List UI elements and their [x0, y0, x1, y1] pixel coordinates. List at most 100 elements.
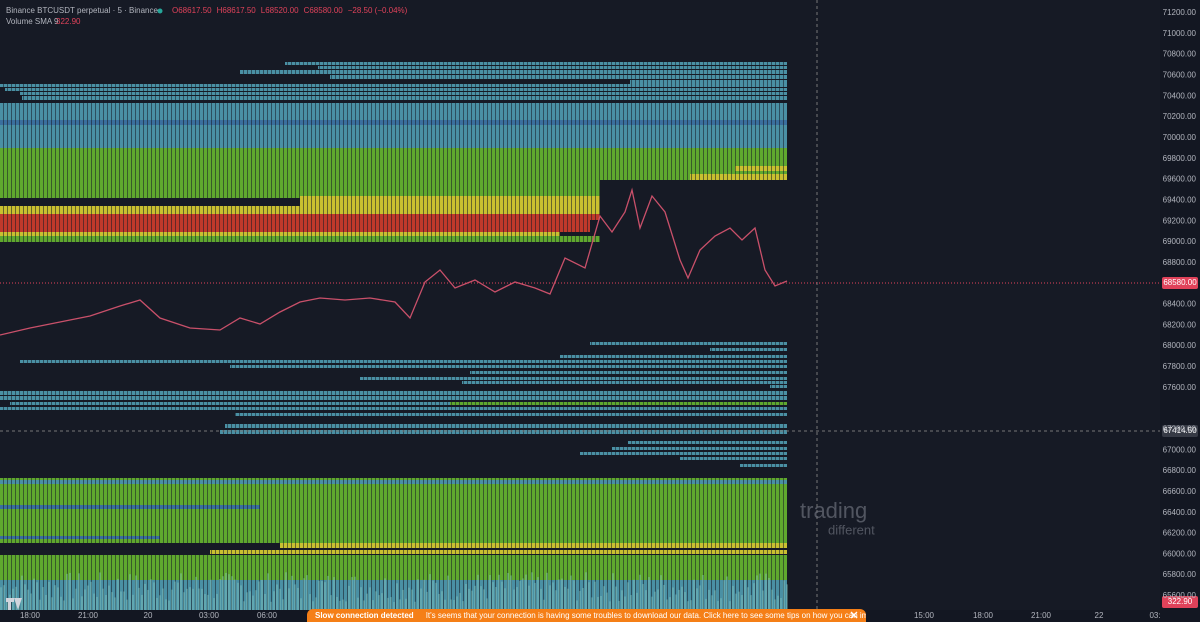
- volume-bar: [315, 597, 317, 610]
- volume-value: 322.90: [1168, 597, 1193, 606]
- volume-bar: [459, 592, 461, 610]
- volume-bar: [537, 577, 539, 610]
- volume-bar: [678, 589, 680, 610]
- volume-bar: [57, 587, 59, 610]
- price-line: [0, 187, 788, 336]
- volume-bar: [684, 592, 686, 610]
- volume-bar: [720, 598, 722, 610]
- toast[interactable]: Slow connection detected It's seems that …: [307, 609, 866, 622]
- volume-bar: [501, 581, 503, 610]
- volume-bar: [552, 582, 554, 610]
- volume-bar: [150, 579, 152, 610]
- volume-bar: [672, 587, 674, 610]
- time-label: 18:00: [973, 611, 994, 620]
- volume-bar: [738, 591, 740, 610]
- toast-close[interactable]: [850, 609, 858, 622]
- volume-bar: [432, 580, 434, 610]
- volume-bar: [759, 573, 761, 610]
- volume-bar: [114, 597, 116, 610]
- volume-bar: [573, 580, 575, 610]
- volume-bar: [306, 575, 308, 610]
- volume-bar: [219, 579, 221, 610]
- volume-bar: [561, 578, 563, 610]
- volume-bar: [312, 601, 314, 610]
- volume-bar: [297, 587, 299, 610]
- volume-bar: [159, 595, 161, 610]
- volume-bar: [726, 576, 728, 610]
- ohlc-value: −28.50 (−0.04%): [348, 6, 408, 15]
- volume-bar: [270, 601, 272, 610]
- volume-bar: [588, 582, 590, 610]
- volume-bar: [153, 582, 155, 610]
- volume-bar: [513, 589, 515, 610]
- volume-bar: [612, 573, 614, 610]
- volume-bar: [390, 597, 392, 610]
- volume-bar: [90, 581, 92, 610]
- volume-bar: [228, 574, 230, 610]
- volume-bar: [333, 577, 335, 610]
- volume-bar: [528, 585, 530, 610]
- time-label: 15:00: [914, 611, 935, 620]
- price-label: 69200.00: [1163, 216, 1197, 225]
- volume-bar: [366, 593, 368, 610]
- volume-bar: [744, 580, 746, 610]
- volume-bar: [600, 595, 602, 610]
- volume-bar: [417, 579, 419, 610]
- price-label: 66200.00: [1163, 529, 1197, 538]
- volume-bar: [597, 596, 599, 610]
- volume-bar: [579, 590, 581, 610]
- volume-bar: [414, 601, 416, 610]
- volume-bar: [534, 582, 536, 610]
- volume-bar: [591, 597, 593, 610]
- volume-bar: [681, 586, 683, 610]
- volume-bar: [636, 592, 638, 610]
- volume-bar: [330, 595, 332, 610]
- volume-bar: [162, 588, 164, 610]
- toast-title: Slow connection detected: [315, 611, 414, 620]
- volume-bar: [177, 582, 179, 610]
- volume-bar: [93, 593, 95, 610]
- volume-bar: [540, 588, 542, 610]
- volume-bar: [351, 577, 353, 610]
- volume-bar: [549, 585, 551, 610]
- volume-bar: [402, 589, 404, 610]
- volume-bar: [648, 577, 650, 610]
- volume-bar: [525, 574, 527, 610]
- volume-bar: [507, 572, 509, 610]
- volume-bar: [651, 596, 653, 610]
- volume-bar: [135, 575, 137, 610]
- volume-bar: [171, 589, 173, 610]
- volume-bar: [510, 575, 512, 610]
- volume-bar: [429, 574, 431, 610]
- price-label: 69000.00: [1163, 237, 1197, 246]
- volume-bar: [81, 596, 83, 610]
- volume-bar: [291, 575, 293, 610]
- volume-bar: [408, 587, 410, 610]
- volume-bar: [717, 601, 719, 610]
- volume-bar: [747, 587, 749, 610]
- status-dot: [157, 8, 163, 14]
- volume-bar: [72, 598, 74, 610]
- heatmap: [0, 60, 787, 610]
- volume-bar: [0, 587, 2, 610]
- volume-bar: [264, 593, 266, 610]
- volume-bar: [462, 601, 464, 610]
- volume-bar: [729, 601, 731, 610]
- volume-bar: [516, 587, 518, 610]
- volume-bar: [489, 575, 491, 610]
- volume-bar: [438, 593, 440, 610]
- price-label: 68800.00: [1163, 258, 1197, 267]
- volume-bar: [669, 597, 671, 610]
- volume-bar: [690, 600, 692, 610]
- volume-bar: [129, 574, 131, 610]
- price-label: 67800.00: [1163, 362, 1197, 371]
- volume-bar: [564, 586, 566, 610]
- volume-bar: [504, 588, 506, 610]
- volume-bar: [213, 598, 215, 610]
- volume-bar: [63, 600, 65, 610]
- price-label: 69400.00: [1163, 195, 1197, 204]
- volume-bar: [132, 594, 134, 610]
- price-label: 65800.00: [1163, 570, 1197, 579]
- volume-bar: [486, 598, 488, 610]
